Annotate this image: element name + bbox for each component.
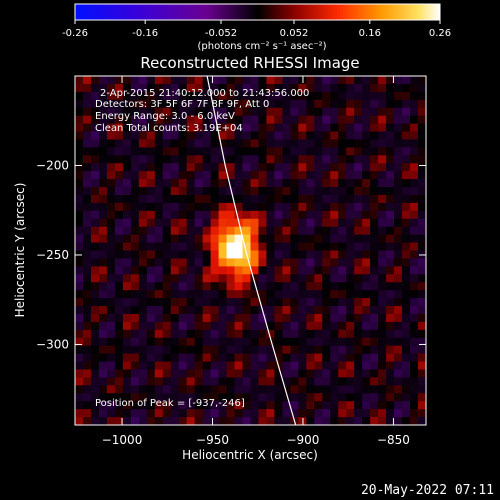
peak-position-label: Position of Peak = [-937,-246] (95, 398, 245, 409)
y-tick-label: −200 (36, 158, 69, 172)
x-tick-label: −900 (286, 433, 319, 447)
annotation-time-range: 2-Apr-2015 21:40:12.000 to 21:43:56.000 (100, 88, 310, 99)
chart-title: Reconstructed RHESSI Image (140, 54, 359, 72)
colorbar-tick-label: 0.26 (429, 28, 451, 39)
y-axis-label: Heliocentric Y (arcsec) (13, 183, 27, 318)
colorbar-tick-label: -0.26 (62, 28, 88, 39)
x-axis: −1000 −950 −900 −850 (102, 76, 410, 447)
y-axis: −200 −250 −300 (36, 158, 426, 351)
y-tick-label: −300 (36, 337, 69, 351)
colorbar-tick-label: -0.052 (205, 28, 237, 39)
annotation-detectors: Detectors: 3F 5F 6F 7F 8F 9F, Att 0 (95, 99, 270, 110)
heatmap-image (75, 76, 426, 425)
footer-timestamp: 20-May-2022 07:11 (360, 483, 494, 498)
annotation-energy-range: Energy Range: 3.0 - 6.0 keV (95, 111, 235, 122)
x-tick-label: −1000 (102, 433, 143, 447)
colorbar-unit-label: (photons cm⁻² s⁻¹ asec⁻²) (197, 41, 326, 52)
colorbar-tick-label: 0.16 (359, 28, 381, 39)
x-tick-label: −950 (196, 433, 229, 447)
colorbar-tick-label: 0.052 (280, 28, 309, 39)
y-tick-label: −250 (36, 248, 69, 262)
x-axis-label: Heliocentric X (arcsec) (182, 448, 318, 462)
x-tick-label: −850 (377, 433, 410, 447)
solar-limb-curve (206, 76, 297, 425)
colorbar-tick-label: -0.16 (132, 28, 158, 39)
annotation-total-counts: Clean Total counts: 3.19E+04 (95, 123, 243, 134)
colorbar (74, 3, 441, 21)
colorbar-ticks: -0.26 -0.16 -0.052 0.052 0.16 0.26 (62, 20, 451, 39)
plot-frame (74, 75, 427, 426)
